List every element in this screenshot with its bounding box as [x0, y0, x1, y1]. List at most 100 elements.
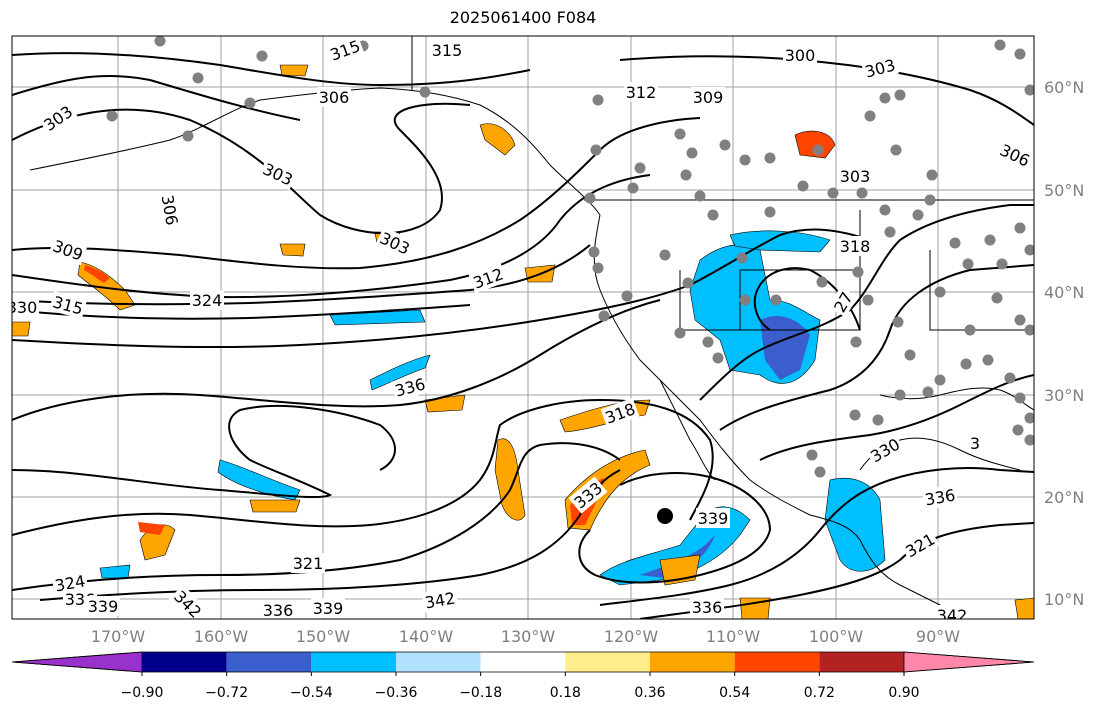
station-dot: [621, 290, 633, 302]
contour-label: 315: [48, 290, 88, 320]
station-dot: [590, 144, 602, 156]
lat-tick-label: 10°N: [1044, 590, 1084, 609]
contour-label-halo: [838, 236, 872, 256]
station-dot: [912, 209, 924, 221]
station-dot: [680, 169, 692, 181]
station-dot: [864, 110, 876, 122]
chart-title: 2025061400 F084: [449, 8, 597, 27]
station-dot: [1024, 244, 1034, 256]
contour-label: 315: [430, 40, 464, 60]
contour-label: 336: [690, 597, 724, 617]
orange-region-small-2: [279, 243, 306, 257]
colorbar-segment: [142, 652, 227, 672]
orange-region-small-10: [249, 499, 301, 513]
station-dot: [996, 258, 1008, 270]
blue-region-pacific-4: [329, 309, 426, 326]
contour-label-halo: [935, 605, 969, 619]
station-dot: [1012, 424, 1024, 436]
shaded-fields: [12, 64, 1034, 619]
colorbar-tick-label: −0.18: [459, 685, 502, 701]
contour-label-halo: [390, 372, 430, 402]
station-dot: [592, 94, 604, 106]
map-frame: [11, 35, 1035, 620]
contour-label-halo: [828, 286, 858, 318]
contour-label-text: 339: [698, 509, 729, 528]
colorbar-tick-label: −0.54: [290, 685, 333, 701]
lat-tick-label: 20°N: [1044, 488, 1084, 507]
station-dot: [682, 277, 694, 289]
contour-label-text: 339: [88, 597, 119, 616]
station-dot: [588, 246, 600, 258]
contour-label-halo: [325, 36, 365, 66]
contour-label: 318: [838, 236, 872, 256]
blue-region-gulf: [824, 477, 886, 572]
contour-label-halo: [921, 484, 959, 510]
station-dot: [964, 324, 976, 336]
station-dot: [806, 449, 818, 461]
orange-region-small-1: [279, 64, 309, 77]
colorbar-segment: [226, 652, 312, 672]
colorbar-tick-label: −0.90: [121, 685, 164, 701]
station-dot: [892, 316, 904, 328]
station-dot: [106, 110, 118, 122]
colorbar-tick-label: −0.36: [375, 685, 418, 701]
colorbar-tick-label: 0.90: [888, 685, 919, 701]
station-dot: [924, 194, 936, 206]
contour-label: 309: [691, 87, 725, 107]
station-dot: [719, 139, 731, 151]
station-dot: [1024, 84, 1034, 96]
station-dot: [764, 152, 776, 164]
contour-label-halo: [38, 100, 78, 136]
station-dot: [584, 192, 596, 204]
contour-label-text: 339: [313, 599, 344, 618]
station-dot: [862, 294, 874, 306]
contour-label-text: 321: [293, 554, 324, 573]
colorbar-tick-label: 0.18: [550, 685, 581, 701]
blue-region-pacific-2: [369, 354, 431, 391]
colorbar-tick-label: −0.72: [205, 685, 248, 701]
observation-stations: [106, 36, 1034, 478]
orange-region-alaska: [479, 123, 516, 156]
station-dot: [182, 130, 194, 142]
station-dot: [949, 237, 961, 249]
station-dot: [659, 249, 671, 261]
station-dot: [739, 294, 751, 306]
contour-label: 306: [317, 87, 351, 107]
station-dot: [686, 147, 698, 159]
station-dot: [154, 36, 166, 47]
contour-label: 324: [190, 290, 224, 310]
contour-label-halo: [48, 234, 88, 266]
lon-tick-label: 140°W: [399, 627, 454, 646]
contour-label-text: 312: [626, 83, 657, 102]
station-dot: [960, 358, 972, 370]
contour-label-halo: [291, 553, 325, 573]
station-dot: [1014, 222, 1026, 234]
station-dot: [904, 349, 916, 361]
colorbar-tick-label: 0.36: [634, 685, 665, 701]
contour-label-halo: [838, 166, 872, 186]
colorbar-segment: [480, 652, 566, 672]
contour-label: 339: [311, 598, 345, 618]
contour-label-text: 342: [937, 606, 968, 625]
contour-label: 339: [696, 508, 730, 528]
colorbar-segment: [565, 652, 650, 672]
station-dot: [872, 414, 884, 426]
orange-region-small-7: [12, 321, 31, 337]
contour-label-text: 300: [785, 46, 816, 65]
contour-label-halo: [568, 476, 608, 514]
station-dot: [712, 352, 724, 364]
station-dot: [926, 169, 938, 181]
red-region-canada: [794, 130, 836, 159]
contour-label: 300: [783, 45, 817, 65]
contour-label-text: 3: [970, 434, 980, 453]
station-dot: [764, 206, 776, 218]
contour-lines: [12, 52, 1034, 619]
station-dot: [922, 386, 934, 398]
contour-label-halo: [375, 226, 415, 260]
coastlines: [29, 36, 1034, 616]
contour-label-halo: [865, 432, 905, 468]
orange-region-small-8: [1014, 597, 1034, 619]
lat-tick-label: 50°N: [1044, 181, 1084, 200]
contour-label-halo: [421, 587, 459, 613]
station-dot: [707, 209, 719, 221]
